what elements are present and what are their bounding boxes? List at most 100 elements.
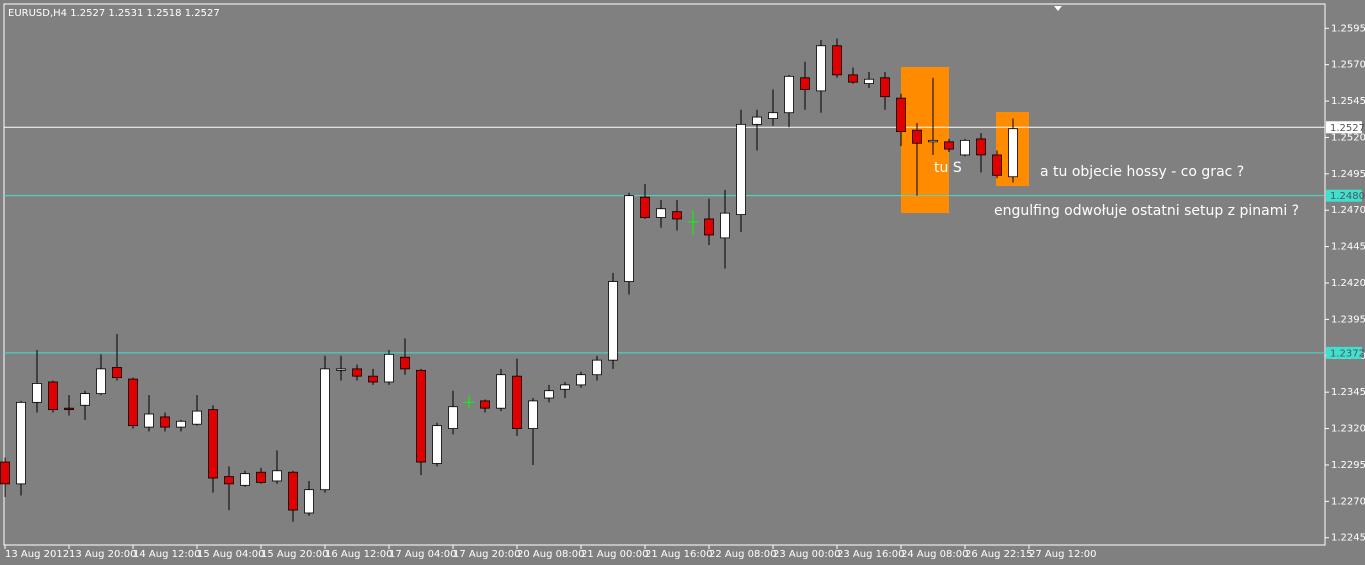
x-tick-label: 20 Aug 08:00: [517, 549, 584, 560]
candle-body: [0, 461, 10, 485]
candle-body: [16, 401, 26, 485]
candle-body: [880, 77, 890, 98]
y-tick-label: 1.2245: [1331, 533, 1365, 544]
candle-body: [1008, 128, 1018, 178]
price-label-box: [1326, 189, 1362, 202]
candle-body: [512, 375, 522, 429]
candle-body: [640, 196, 650, 218]
x-tick-label: 26 Aug 22:15: [965, 549, 1032, 560]
candle-body: [336, 368, 346, 371]
y-tick-label: 1.2320: [1331, 424, 1365, 435]
candle-body: [784, 75, 794, 114]
x-tick-label: 13 Aug 20:00: [69, 549, 136, 560]
candle-body: [304, 489, 314, 514]
candle-body: [160, 416, 170, 428]
candle-body: [416, 369, 426, 463]
x-tick-label: 16 Aug 12:00: [325, 549, 392, 560]
shift-marker: [1054, 6, 1062, 11]
y-tick-label: 1.2545: [1331, 96, 1365, 107]
candle-body: [608, 281, 618, 361]
candle-body: [192, 410, 202, 425]
candle-body: [704, 218, 714, 236]
candle-body: [992, 154, 1002, 176]
annotation: engulfing odwołuje ostatni setup z pinam…: [994, 203, 1299, 219]
candle-body: [80, 393, 90, 406]
candle-body: [208, 409, 218, 479]
candle-body: [928, 139, 938, 143]
candle-body: [64, 407, 74, 411]
candle-body: [400, 356, 410, 370]
chart-header: EURUSD,H4 1.2527 1.2531 1.2518 1.2527: [8, 8, 220, 19]
candle-body: [320, 368, 330, 491]
candle-body: [288, 471, 298, 511]
y-tick-label: 1.2445: [1331, 242, 1365, 253]
candle-body: [256, 471, 266, 483]
candle-body: [224, 476, 234, 485]
candle-body: [912, 129, 922, 144]
candle-body: [48, 381, 58, 411]
y-tick-label: 1.2595: [1331, 23, 1365, 34]
y-tick-label: 1.2270: [1331, 496, 1365, 507]
candle-body: [496, 374, 506, 409]
x-tick-label: 27 Aug 12:00: [1029, 549, 1096, 560]
y-tick-label: 1.2495: [1331, 169, 1365, 180]
candle-body: [656, 208, 666, 218]
candle-body: [112, 367, 122, 379]
candle-body: [752, 116, 762, 125]
candle-body: [592, 359, 602, 376]
candle-body: [864, 78, 874, 84]
x-tick-label: 17 Aug 04:00: [389, 549, 456, 560]
x-tick-label: 14 Aug 12:00: [133, 549, 200, 560]
candle-body: [32, 383, 42, 403]
candle-body: [240, 473, 250, 486]
y-tick-label: 1.2295: [1331, 460, 1365, 471]
plot-layer: 1.22451.22701.22951.23201.23451.23701.23…: [0, 23, 1365, 560]
y-tick-label: 1.2470: [1331, 205, 1365, 216]
candle-body: [528, 400, 538, 429]
y-tick-label: 1.2420: [1331, 278, 1365, 289]
y-tick-label: 1.2395: [1331, 314, 1365, 325]
candle-body: [944, 141, 954, 150]
candle-body: [736, 123, 746, 215]
candle-body: [480, 400, 490, 409]
candle-body: [800, 77, 810, 90]
candle-body: [352, 368, 362, 377]
candle-body: [368, 375, 378, 383]
candle-body: [960, 139, 970, 156]
candle-body: [976, 138, 986, 156]
candle-body: [96, 368, 106, 395]
candle-body: [672, 211, 682, 220]
y-tick-label: 1.2570: [1331, 60, 1365, 71]
x-tick-label: 13 Aug 2012: [5, 549, 69, 560]
candle-body: [448, 406, 458, 429]
candle-body: [816, 45, 826, 92]
price-label: 1.2480: [1330, 191, 1365, 202]
price-label: 1.2372: [1330, 348, 1365, 359]
candle-body: [272, 470, 282, 482]
candle-body: [144, 413, 154, 428]
plot-frame: [3, 3, 1326, 546]
x-tick-label: 21 Aug 00:00: [581, 549, 648, 560]
candle-body: [832, 45, 842, 76]
y-tick-label: 1.2345: [1331, 387, 1365, 398]
candle-body: [560, 384, 570, 390]
candle-body: [432, 425, 442, 464]
candle-body: [384, 353, 394, 383]
highlight-box: [901, 67, 949, 213]
candle-body: [848, 74, 858, 83]
candle-body: [720, 212, 730, 239]
x-tick-label: 21 Aug 16:00: [645, 549, 712, 560]
candle-body: [544, 390, 554, 399]
price-label-box: [1326, 346, 1362, 359]
price-label-box: [1326, 121, 1362, 134]
candle-body: [576, 374, 586, 386]
x-tick-label: 17 Aug 20:00: [453, 549, 520, 560]
price-label: 1.2527: [1330, 123, 1365, 134]
x-tick-label: 22 Aug 08:00: [709, 549, 776, 560]
x-tick-label: 24 Aug 08:00: [901, 549, 968, 560]
candle-body: [768, 112, 778, 119]
x-tick-label: 15 Aug 04:00: [197, 549, 264, 560]
x-tick-label: 15 Aug 20:00: [261, 549, 328, 560]
